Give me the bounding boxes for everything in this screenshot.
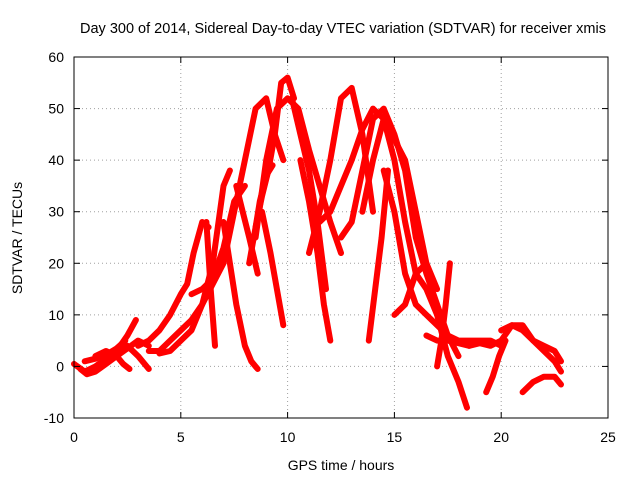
y-tick-label: 10 [48,307,64,323]
series-track-8 [156,167,233,357]
series-track-6 [135,219,212,349]
y-axis-ticks: -10 0 10 20 30 40 50 60 [44,49,608,426]
grid [74,57,608,418]
series-track-18 [297,157,334,344]
y-tick-label: 20 [48,255,64,271]
x-tick-label: 25 [600,429,616,445]
plot-frame [73,56,609,419]
series-track-27 [434,260,453,370]
series-track-2 [77,337,152,378]
series-track-10 [203,219,218,349]
series-track-22 [359,115,470,411]
y-tick-label: 50 [48,101,64,117]
series-track-16 [259,208,287,329]
data-tracks [71,74,564,411]
y-tick-label: 0 [56,358,64,374]
series-track-4 [103,342,152,372]
series-track-7 [145,95,287,354]
series-track-23 [365,167,391,344]
series-track-14 [252,95,344,256]
y-tick-label: 40 [48,152,64,168]
series-track-15 [252,162,276,231]
x-tick-label: 0 [70,429,78,445]
x-tick-label: 15 [387,429,403,445]
series-track-17 [288,95,329,293]
series-track-29 [483,337,509,396]
series-track-11 [220,219,261,372]
series-track-5 [92,348,133,372]
series-track-30 [498,322,564,365]
x-axis-label: GPS time / hours [288,457,395,473]
chart-title: Day 300 of 2014, Sidereal Day-to-day VTE… [80,21,606,37]
x-tick-label: 10 [280,429,296,445]
x-tick-label: 20 [493,429,509,445]
series-track-9 [188,182,248,298]
series-track-25 [391,260,441,318]
y-tick-label: 30 [48,204,64,220]
series-track-31 [519,373,564,396]
y-tick-label: -10 [44,410,64,426]
y-tick-label: 60 [48,49,64,65]
series-track-26 [423,332,473,349]
x-axis-ticks: 0 5 10 15 20 25 [70,57,616,445]
x-tick-label: 5 [177,429,185,445]
y-axis-label: SDTVAR / TECUs [9,182,25,294]
